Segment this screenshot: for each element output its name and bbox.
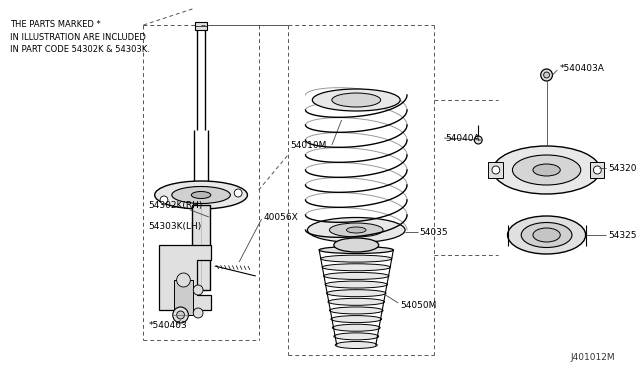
Ellipse shape (346, 227, 366, 233)
Ellipse shape (330, 307, 383, 314)
Circle shape (177, 273, 190, 287)
Ellipse shape (155, 181, 248, 209)
Bar (488, 162, 502, 178)
Circle shape (541, 69, 552, 81)
Circle shape (193, 308, 203, 318)
Bar (192, 205, 210, 290)
Text: 54035: 54035 (420, 228, 449, 237)
Text: 54040A: 54040A (445, 134, 480, 142)
Ellipse shape (332, 324, 380, 331)
Ellipse shape (328, 298, 385, 305)
Text: 54010M: 54010M (290, 141, 326, 150)
Text: 54050M: 54050M (400, 301, 436, 310)
Ellipse shape (312, 89, 400, 111)
Ellipse shape (326, 290, 386, 297)
Ellipse shape (330, 223, 383, 237)
Ellipse shape (332, 93, 381, 107)
Circle shape (160, 196, 168, 204)
Ellipse shape (493, 146, 600, 194)
Ellipse shape (324, 272, 389, 279)
Bar (589, 162, 604, 178)
Text: 40056X: 40056X (264, 212, 298, 221)
Text: J401012M: J401012M (570, 353, 615, 362)
Text: 54320: 54320 (608, 164, 637, 173)
Ellipse shape (513, 155, 580, 185)
Circle shape (543, 72, 550, 78)
Ellipse shape (533, 164, 560, 176)
Bar (195, 22, 207, 30)
Ellipse shape (319, 247, 394, 253)
Circle shape (234, 189, 242, 197)
Text: 54302K(RH): 54302K(RH) (148, 201, 203, 210)
Circle shape (173, 307, 188, 323)
Ellipse shape (335, 341, 377, 349)
Ellipse shape (321, 255, 392, 262)
Circle shape (193, 285, 203, 295)
Ellipse shape (325, 281, 387, 288)
Text: 54325: 54325 (608, 231, 637, 240)
Text: 54303K(LH): 54303K(LH) (148, 222, 202, 231)
Circle shape (492, 166, 500, 174)
Circle shape (177, 311, 184, 319)
Ellipse shape (172, 186, 230, 203)
Ellipse shape (334, 333, 379, 340)
Circle shape (474, 136, 482, 144)
Ellipse shape (533, 228, 560, 242)
Circle shape (593, 166, 601, 174)
Ellipse shape (508, 216, 586, 254)
Text: *540403: *540403 (148, 321, 187, 330)
Ellipse shape (191, 192, 211, 199)
Text: *540403A: *540403A (559, 64, 604, 73)
Ellipse shape (307, 218, 405, 243)
Text: THE PARTS MARKED *
IN ILLUSTRATION ARE INCLUDED
IN PART CODE 54302K & 54303K.: THE PARTS MARKED * IN ILLUSTRATION ARE I… (10, 20, 150, 54)
Polygon shape (159, 245, 211, 310)
Ellipse shape (334, 238, 379, 252)
Ellipse shape (331, 315, 381, 323)
Ellipse shape (322, 264, 390, 271)
Ellipse shape (521, 222, 572, 247)
Bar (173, 280, 193, 315)
